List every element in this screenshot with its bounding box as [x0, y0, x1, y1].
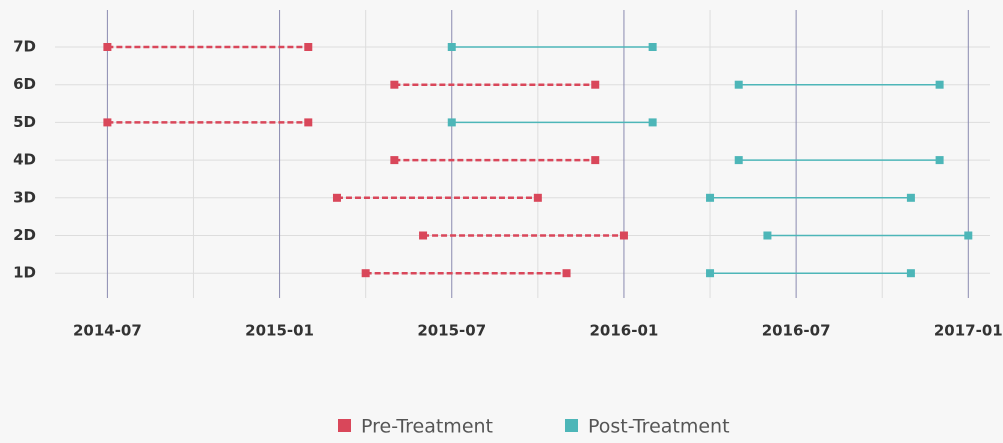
end-point: [591, 80, 600, 89]
end-point: [304, 43, 313, 51]
legend-label: Post-Treatment: [588, 416, 730, 438]
end-point: [935, 80, 944, 89]
y-tick-label: 2D: [13, 226, 36, 244]
start-point: [103, 43, 112, 51]
start-point: [390, 156, 399, 165]
end-point: [619, 231, 628, 240]
x-tick-label: 2016-01: [590, 322, 659, 340]
start-point: [447, 118, 456, 127]
y-tick-label: 3D: [13, 188, 36, 206]
start-point: [734, 80, 743, 89]
end-point: [304, 118, 313, 127]
start-point: [763, 231, 772, 240]
start-point: [447, 43, 456, 51]
x-tick-label: 2015-01: [245, 322, 314, 340]
x-tick-label: 2017-01: [934, 322, 1003, 340]
legend-swatch: [338, 419, 351, 432]
start-point: [734, 156, 743, 165]
y-tick-label: 6D: [13, 75, 36, 93]
start-point: [361, 269, 370, 278]
end-point: [935, 156, 944, 165]
start-point: [103, 118, 112, 127]
y-tick-label: 4D: [13, 151, 36, 169]
start-point: [419, 231, 428, 240]
end-point: [648, 43, 657, 51]
legend-label: Pre-Treatment: [361, 416, 493, 438]
y-tick-label: 5D: [13, 113, 36, 131]
x-tick-label: 2014-07: [73, 322, 142, 340]
start-point: [706, 193, 715, 202]
y-tick-label: 7D: [13, 38, 36, 56]
start-point: [390, 80, 399, 89]
end-point: [964, 231, 973, 240]
end-point: [906, 193, 915, 202]
x-tick-label: 2015-07: [417, 322, 486, 340]
start-point: [706, 269, 715, 278]
end-point: [906, 269, 915, 278]
end-point: [533, 193, 542, 202]
x-tick-label: 2016-07: [762, 322, 831, 340]
end-point: [591, 156, 600, 165]
end-point: [648, 118, 657, 127]
legend-swatch: [565, 419, 578, 432]
end-point: [562, 269, 571, 278]
y-tick-label: 1D: [13, 264, 36, 282]
start-point: [332, 193, 341, 202]
